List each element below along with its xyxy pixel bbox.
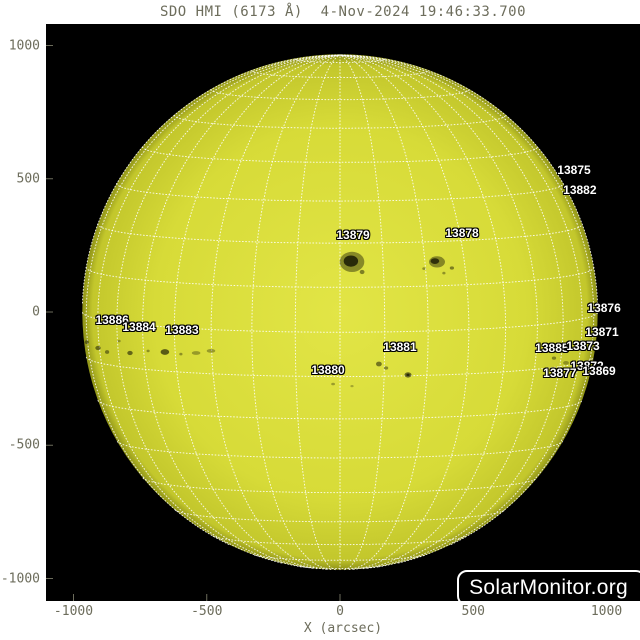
y-tick-label: -500: [8, 437, 40, 453]
active-region-label-13879: 13879: [336, 227, 370, 242]
active-region-label-13882: 13882: [563, 182, 597, 197]
sunspots: [84, 251, 569, 388]
active-region-label-13875: 13875: [557, 162, 591, 177]
page-title: SDO HMI (6173 Å) 4-Nov-2024 19:46:33.700: [159, 4, 527, 20]
watermark-solarmonitor: SolarMonitor.org: [457, 570, 640, 601]
y-tick-label: -1000: [0, 571, 40, 586]
active-region-label-13885: 13885: [535, 340, 569, 355]
active-region-label-13871: 13871: [585, 324, 619, 339]
active-region-label-13872: 13872: [570, 359, 604, 374]
y-tick-label: 1000: [8, 38, 40, 53]
active-region-label-13883: 13883: [165, 323, 199, 338]
x-axis-label: X (arcsec): [303, 621, 383, 636]
x-tick-label: 1000: [590, 604, 623, 619]
plot-area: 13875 13882 13879 13878 13876 13871 13885 13873…: [46, 24, 640, 601]
active-region-label-13884: 13884: [122, 319, 156, 334]
solar-disk-svg: [46, 24, 640, 601]
x-tick-label: 500: [461, 604, 485, 619]
active-region-label-13880: 13880: [311, 363, 345, 378]
active-region-label-13869: 13869: [582, 363, 616, 378]
y-tick-label: 0: [32, 304, 40, 320]
x-tick-label: 0: [336, 604, 344, 619]
active-region-label-13881: 13881: [383, 339, 417, 354]
y-tick-label: 500: [16, 171, 40, 187]
active-region-label-13877: 13877: [543, 366, 577, 381]
heliographic-grid: [82, 54, 598, 571]
x-tick-label: -500: [191, 604, 223, 619]
active-region-label-13878: 13878: [445, 226, 479, 241]
active-region-label-13873: 13873: [566, 339, 600, 354]
x-tick-label: -1000: [53, 604, 94, 619]
active-region-label-13886: 13886: [95, 312, 129, 327]
active-region-label-13876: 13876: [587, 301, 621, 315]
